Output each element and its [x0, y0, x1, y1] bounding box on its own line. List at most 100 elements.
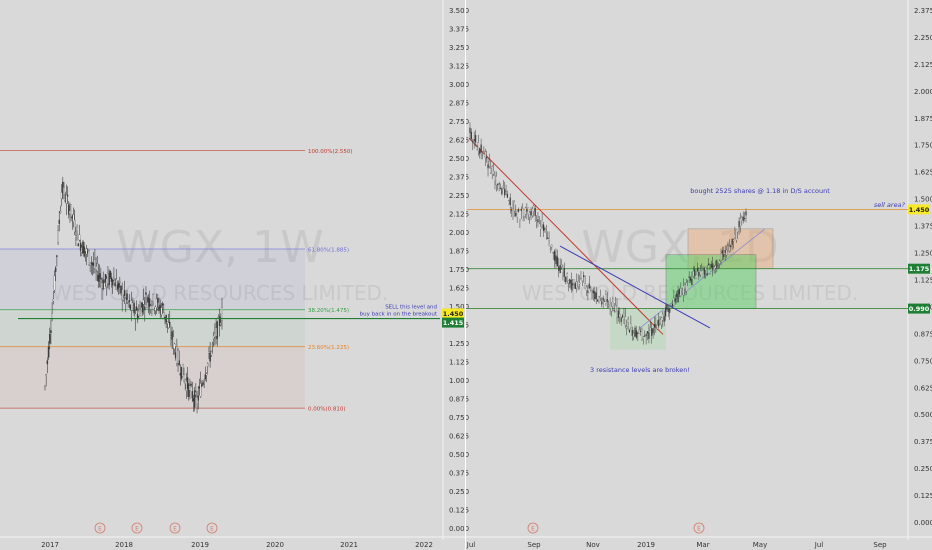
- left-candle-body: [90, 262, 93, 264]
- fib-level-label: 61.80%(1.885): [308, 248, 349, 254]
- earnings-event-marker: [131, 522, 143, 534]
- right-candle-body: [549, 248, 552, 250]
- right-candle-body: [621, 315, 624, 318]
- left-candle-body: [218, 316, 221, 326]
- left-y-tick-label: 1.000: [449, 377, 469, 385]
- right-candle-body: [717, 264, 719, 266]
- earnings-event-label: E: [697, 526, 701, 533]
- right-y-tick-label: 0.125: [914, 492, 932, 500]
- resistance-broken-annotation: 3 resistance levels are broken!: [590, 366, 690, 374]
- left-candle-body: [115, 278, 118, 290]
- left-candle-body: [121, 289, 123, 301]
- left-y-tick-label: 1.500: [449, 303, 469, 311]
- right-y-tick-label: 1.125: [914, 276, 932, 284]
- right-candle-body: [558, 266, 560, 271]
- left-candle-body: [177, 350, 179, 364]
- right-candle-body: [516, 211, 518, 218]
- right-candle-body: [473, 138, 475, 142]
- right-candle-body: [651, 328, 653, 336]
- left-candle-body: [92, 262, 95, 266]
- right-candle-body: [506, 194, 509, 198]
- pane-divider[interactable]: [465, 0, 466, 550]
- left-y-tick-label: 1.250: [449, 340, 469, 348]
- right-x-tick-label: Jul: [466, 541, 476, 549]
- left-candle-body: [73, 219, 76, 233]
- right-candle-body: [624, 316, 626, 326]
- right-x-tick-label: May: [753, 541, 767, 549]
- left-candle-body: [109, 271, 112, 278]
- right-y-tick-label: 0.000: [914, 519, 932, 527]
- left-x-tick-label: 2022: [415, 541, 433, 549]
- right-candle-body: [642, 336, 644, 339]
- right-candle-body: [544, 228, 546, 230]
- left-candle-body: [94, 259, 96, 269]
- right-candle-body: [656, 324, 658, 330]
- right-candle-body: [596, 299, 599, 302]
- left-candle-body: [197, 395, 199, 401]
- left-candle-body: [84, 251, 87, 253]
- left-candle-body: [221, 307, 223, 321]
- left-sell-annotation-1: SELL this level and: [385, 305, 437, 311]
- left-candle-body: [76, 226, 78, 231]
- right-candle-body: [545, 231, 547, 233]
- right-candle-body: [512, 208, 514, 212]
- left-candle-body: [189, 385, 191, 391]
- right-candle-body: [585, 286, 588, 291]
- right-candle-body: [547, 237, 549, 239]
- left-y-tick-label: 1.750: [449, 266, 469, 274]
- right-candle-body: [495, 176, 497, 186]
- left-candle-body: [123, 290, 126, 296]
- right-candle-body: [522, 208, 524, 221]
- right-candle-body: [497, 184, 499, 185]
- right-candle-body: [639, 330, 642, 332]
- left-candle-body: [122, 298, 125, 300]
- right-candle-body: [684, 284, 686, 289]
- right-candle-body: [487, 164, 489, 169]
- right-candle-body: [613, 310, 615, 312]
- right-candle-body: [519, 218, 521, 222]
- right-candle-body: [649, 327, 651, 331]
- left-y-tick-label: 3.375: [449, 26, 469, 34]
- right-y-tick-label: 0.500: [914, 411, 932, 419]
- right-candle-body: [633, 332, 635, 337]
- left-candle-body: [135, 306, 138, 311]
- right-candle-body: [671, 303, 674, 307]
- right-candle-body: [530, 210, 532, 216]
- right-candle-body: [515, 212, 517, 216]
- left-y-tick-label: 2.875: [449, 100, 469, 108]
- left-y-tick-label: 2.750: [449, 118, 469, 126]
- right-candle-body: [731, 239, 733, 245]
- right-candle-body: [688, 276, 690, 278]
- left-x-tick-label: 2019: [191, 541, 209, 549]
- left-candle-body: [129, 304, 132, 310]
- right-candle-body: [509, 197, 511, 206]
- left-candle-body: [173, 343, 176, 350]
- right-candle-body: [631, 329, 633, 336]
- right-candle-body: [659, 319, 661, 324]
- uptrend-line: [639, 228, 766, 329]
- left-candle-body: [100, 278, 102, 280]
- earnings-event-marker: [94, 522, 106, 534]
- left-candle-body: [60, 191, 63, 199]
- right-candle-body: [590, 287, 592, 289]
- left-candle-body: [157, 298, 159, 303]
- right-candle-body: [713, 266, 715, 270]
- left-candle-body: [144, 306, 146, 310]
- right-price-tag: [908, 263, 930, 274]
- left-y-tick-label: 0.875: [449, 396, 469, 404]
- right-candle-body: [595, 292, 597, 300]
- left-candle-body: [209, 352, 211, 362]
- fib-zone-236: [0, 346, 305, 409]
- right-y-tick-label: 1.750: [914, 142, 932, 150]
- right-candle-body: [533, 205, 535, 213]
- left-price-tag: [442, 317, 464, 328]
- earnings-event-label: E: [135, 526, 139, 533]
- left-candle-body: [153, 309, 156, 311]
- right-candle-body: [705, 267, 707, 271]
- left-candle-body: [57, 230, 59, 243]
- right-candle-body: [552, 252, 554, 254]
- right-candle-body: [526, 209, 528, 212]
- right-candle-body: [483, 151, 485, 153]
- right-candle-body: [592, 290, 595, 294]
- left-candle-body: [87, 251, 89, 253]
